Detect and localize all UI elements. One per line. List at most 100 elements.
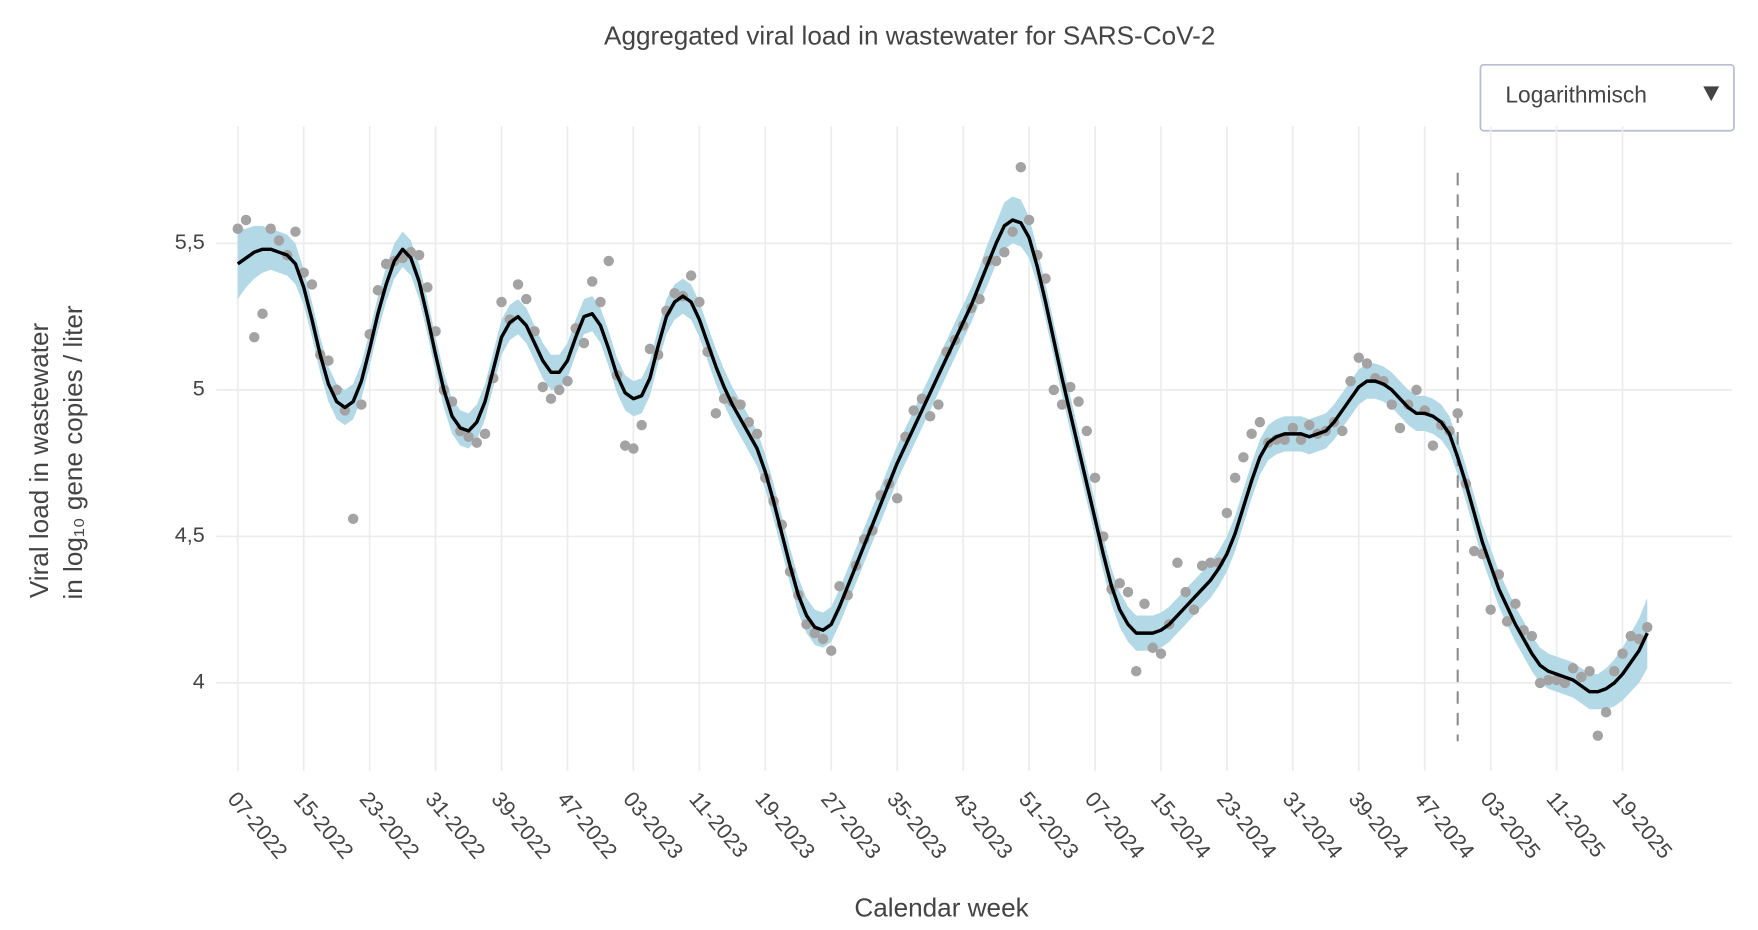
data-point <box>710 408 722 419</box>
y-tick-label: 5,5 <box>175 229 205 254</box>
data-point <box>644 343 656 355</box>
data-point <box>1139 598 1150 610</box>
data-point <box>1534 677 1546 689</box>
data-point <box>1543 674 1554 686</box>
data-point <box>273 235 285 246</box>
data-point <box>1007 226 1018 237</box>
data-point <box>1221 507 1233 519</box>
data-point <box>1411 384 1422 396</box>
data-point <box>265 223 276 234</box>
data-point <box>1205 557 1216 569</box>
x-tick-label: 31-2022 <box>421 787 491 864</box>
data-point <box>1609 665 1620 677</box>
data-point <box>545 393 557 404</box>
chart-title: Aggregated viral load in wastewater for … <box>604 20 1215 50</box>
dropdown-label[interactable]: Logarithmisch <box>1505 82 1646 108</box>
x-tick-label: 03-2025 <box>1476 787 1546 864</box>
data-point <box>834 581 845 592</box>
plot-area <box>232 161 1653 742</box>
data-point <box>1295 434 1307 445</box>
data-point <box>471 437 483 448</box>
data-point <box>685 270 697 281</box>
x-tick-label: 39-2022 <box>487 787 557 864</box>
x-tick-label: 19-2025 <box>1608 787 1678 864</box>
data-point <box>1155 648 1167 659</box>
x-axis-label: Calendar week <box>854 892 1029 922</box>
data-point <box>240 214 252 226</box>
data-point <box>586 276 598 287</box>
data-point <box>1501 616 1513 627</box>
data-point <box>1229 472 1241 484</box>
data-point <box>521 293 532 305</box>
data-point <box>1337 425 1348 437</box>
y-tick-label: 4,5 <box>175 522 205 547</box>
data-point <box>603 255 614 267</box>
data-point <box>1468 545 1480 557</box>
data-point <box>999 246 1010 258</box>
data-point <box>1617 648 1628 659</box>
data-point <box>479 428 491 440</box>
data-point <box>1065 381 1076 393</box>
data-point <box>619 440 631 451</box>
data-point <box>257 308 268 319</box>
data-point <box>1485 604 1496 615</box>
data-point <box>1040 273 1051 284</box>
data-point <box>636 419 647 431</box>
dropdown[interactable]: Logarithmisch <box>1479 63 1735 132</box>
data-point <box>1196 560 1208 571</box>
data-point <box>380 258 392 270</box>
x-tick-label: 23-2022 <box>355 787 425 864</box>
data-point <box>908 405 919 416</box>
data-point <box>628 443 639 454</box>
data-point <box>1048 384 1060 396</box>
data-point <box>1345 375 1356 387</box>
y-axis-label: in log₁₀ gene copies / liter <box>58 305 88 599</box>
data-point <box>1238 452 1249 463</box>
dropdown-box[interactable] <box>1479 63 1735 132</box>
data-point <box>1172 557 1183 569</box>
data-point <box>537 381 548 393</box>
data-point <box>669 287 680 299</box>
data-point <box>356 399 367 410</box>
data-point <box>372 285 384 296</box>
x-tick-label: 11-2025 <box>1542 787 1611 863</box>
dropdown-arrow[interactable] <box>1703 86 1720 102</box>
y-tick-label: 4 <box>193 669 205 694</box>
data-point <box>1394 422 1406 434</box>
data-point <box>430 326 441 337</box>
x-tick-label: 47-2022 <box>552 787 622 864</box>
data-point <box>1304 419 1315 431</box>
x-tick-label: 15-2022 <box>289 787 359 864</box>
data-point <box>1130 665 1142 677</box>
data-point <box>924 411 936 422</box>
data-point <box>735 399 746 410</box>
data-point <box>496 296 507 308</box>
x-tick-label: 51-2023 <box>1014 787 1084 864</box>
data-point <box>1510 598 1521 610</box>
x-tick-label: 19-2023 <box>750 787 820 864</box>
confidence-band <box>237 196 1648 710</box>
trend-line <box>236 218 1649 694</box>
data-point <box>339 405 351 416</box>
data-point <box>1642 622 1653 633</box>
data-point <box>1180 586 1191 598</box>
data-point <box>990 255 1002 267</box>
data-point <box>1584 665 1595 677</box>
data-point <box>1279 434 1290 445</box>
data-point <box>933 399 944 410</box>
data-point <box>1361 358 1373 369</box>
data-point <box>562 375 573 387</box>
x-tick-label: 07-2022 <box>223 787 293 864</box>
data-point <box>1287 422 1299 434</box>
grid: 44,555,507-202215-202223-202231-202239-2… <box>175 126 1732 863</box>
data-point <box>1526 630 1538 642</box>
data-point <box>1122 586 1134 598</box>
data-point <box>1353 352 1365 363</box>
data-point <box>1452 408 1463 419</box>
data-point <box>512 279 524 290</box>
x-tick-label: 23-2024 <box>1212 787 1282 864</box>
data-point <box>1015 161 1027 173</box>
x-tick-label: 11-2023 <box>684 787 753 863</box>
